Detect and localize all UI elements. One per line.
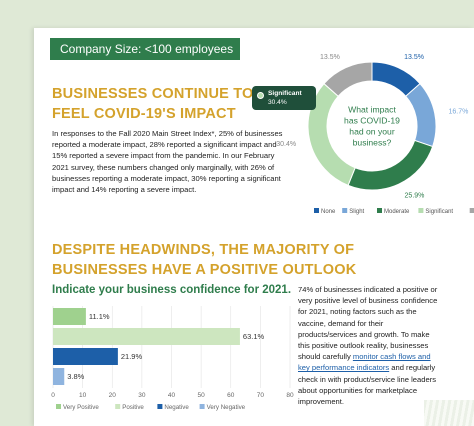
bar-positive bbox=[53, 328, 240, 345]
decorative-image-corner bbox=[424, 400, 474, 426]
x-tick-60: 60 bbox=[227, 392, 235, 399]
donut-label-slight: 16.7% bbox=[448, 109, 468, 116]
donut-label-significant: 30.4% bbox=[276, 141, 296, 148]
donut-label-none: 13.5% bbox=[404, 54, 424, 61]
bar-label-negative: 21.9% bbox=[121, 352, 143, 361]
bar-label-very-negative: 3.8% bbox=[67, 372, 84, 381]
confidence-subheading: Indicate your business confidence for 20… bbox=[52, 284, 292, 296]
legend-label-slight: Slight bbox=[349, 209, 364, 215]
report-page: Company Size: <100 employees BUSINESSES … bbox=[34, 28, 474, 426]
cash-flow-link[interactable]: monitor cash flows and key performance i… bbox=[298, 352, 431, 373]
x-tick-80: 80 bbox=[286, 392, 294, 399]
bar-legend-label-positive: Positive bbox=[122, 404, 144, 411]
x-tick-0: 0 bbox=[51, 392, 55, 399]
x-tick-50: 50 bbox=[198, 392, 206, 399]
impact-donut-chart: 13.5% 16.7% 25.9% 30.4% 13.5% What impacthas … bbox=[276, 54, 474, 215]
outlook-paragraph: 74% of businesses indicated a positive o… bbox=[298, 284, 438, 407]
outlook-text-b: and regularly check in with product/serv… bbox=[298, 363, 437, 407]
bar-legend-swatch-negative bbox=[157, 404, 163, 409]
legend-label-moderate: Moderate bbox=[384, 209, 410, 215]
bar-very-positive bbox=[53, 308, 86, 325]
donut-center-text: has COVID-19 bbox=[344, 116, 400, 126]
donut-center-text: business? bbox=[353, 138, 392, 148]
impact-paragraph: In responses to the Fall 2020 Main Stree… bbox=[52, 129, 283, 195]
bar-legend-swatch-very-negative bbox=[199, 404, 205, 409]
donut-center-text: What impact bbox=[348, 105, 396, 115]
x-tick-30: 30 bbox=[138, 392, 146, 399]
tooltip-label: Significant bbox=[268, 90, 302, 97]
bar-label-very-positive: 11.1% bbox=[89, 312, 110, 321]
x-tick-20: 20 bbox=[109, 392, 117, 399]
bar-legend-swatch-positive bbox=[115, 404, 121, 409]
x-tick-40: 40 bbox=[168, 392, 176, 399]
chart-tooltip: Significant 30.4% bbox=[252, 86, 316, 110]
donut-slice-moderate bbox=[347, 139, 434, 191]
section-heading-outlook: DESPITE HEADWINDS, THE MAJORITY OF BUSIN… bbox=[52, 242, 357, 278]
bar-legend-label-negative: Negative bbox=[164, 404, 189, 411]
outlook-text-a: 74% of businesses indicated a positive o… bbox=[298, 285, 438, 362]
bar-legend-swatch-very-positive bbox=[56, 404, 61, 409]
company-size-badge: Company Size: <100 employees bbox=[50, 38, 240, 60]
legend-swatch-severe bbox=[469, 208, 474, 213]
tooltip-swatch bbox=[257, 92, 264, 99]
legend-swatch-moderate bbox=[377, 208, 382, 213]
donut-slice-severe bbox=[323, 61, 373, 97]
bar-very-negative bbox=[53, 368, 65, 385]
legend-swatch-significant bbox=[418, 208, 424, 213]
donut-center-text: had on your bbox=[349, 127, 395, 137]
x-tick-10: 10 bbox=[79, 392, 87, 399]
legend-swatch-none bbox=[314, 208, 319, 213]
bar-legend-label-very-positive: Very Positive bbox=[63, 404, 99, 411]
legend-label-none: None bbox=[321, 209, 336, 215]
bar-legend-label-very-negative: Very Negative bbox=[207, 404, 246, 411]
donut-slice-slight bbox=[405, 82, 437, 148]
bar-negative bbox=[53, 348, 118, 365]
legend-swatch-slight bbox=[342, 208, 348, 213]
legend-label-significant: Significant bbox=[425, 209, 453, 215]
x-tick-70: 70 bbox=[257, 392, 265, 399]
donut-label-severe: 13.5% bbox=[320, 54, 340, 61]
section-heading-impact: BUSINESSES CONTINUE TO FEEL COVID-19'S I… bbox=[52, 86, 254, 122]
tooltip-value: 30.4% bbox=[268, 99, 287, 106]
donut-label-moderate: 25.9% bbox=[405, 193, 425, 200]
confidence-bar-chart: 0 10 20 30 40 50 60 70 80 11.1% 63.1% 21.9% 3.8% Very… bbox=[51, 306, 294, 411]
bar-label-positive: 63.1% bbox=[243, 332, 265, 341]
